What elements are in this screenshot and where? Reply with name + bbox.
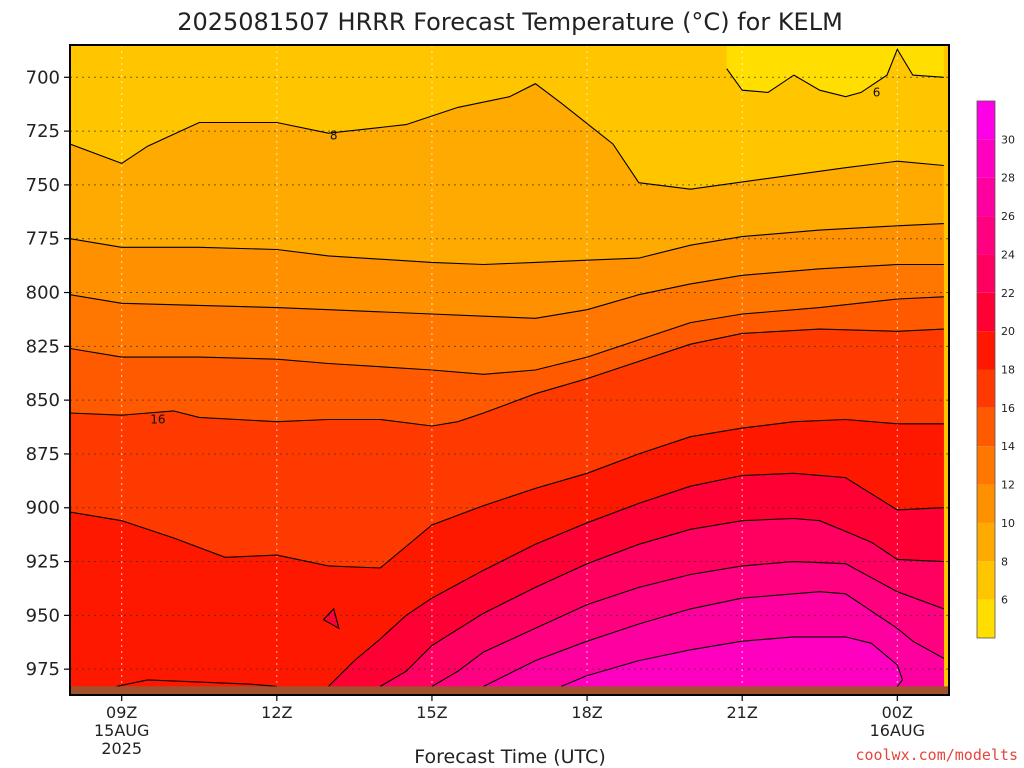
- colorbar-label-6: 6: [1001, 594, 1008, 607]
- colorbar-band-18: [977, 331, 995, 370]
- x-tick-label-21Z: 21Z: [727, 703, 758, 722]
- colorbar-label-18: 18: [1001, 364, 1015, 377]
- y-tick-label-775: 775: [26, 229, 60, 250]
- y-tick-label-700: 700: [26, 67, 60, 88]
- colorbar-band-20: [977, 292, 995, 332]
- colorbar-band-10: [977, 484, 995, 523]
- colorbar: 30 28 26 24 22 20 18 16 14 12 10 8 6: [976, 100, 1015, 639]
- colorbar-band-28: [977, 139, 995, 178]
- plot-frame: [69, 44, 950, 696]
- colorbar-band-22: [977, 254, 995, 293]
- colorbar-label-16: 16: [1001, 402, 1015, 415]
- colorbar-label-14: 14: [1001, 440, 1015, 453]
- x-tick-year-2025: 2025: [101, 739, 142, 758]
- x-tick-label-00Z: 00Z: [882, 703, 913, 722]
- ground-surface: [70, 686, 949, 695]
- colorbar-label-28: 28: [1001, 172, 1015, 185]
- y-tick-label-975: 975: [26, 659, 60, 680]
- colorbar-band-6: [977, 561, 995, 600]
- contour-fill-28: [561, 636, 903, 695]
- colorbar-band-12: [977, 446, 995, 485]
- x-tick-label-18Z: 18Z: [571, 703, 602, 722]
- colorbar-label-26: 26: [1001, 210, 1015, 223]
- colorbar-band-8: [977, 522, 995, 562]
- contour-label-6: 6: [873, 85, 881, 99]
- contour-line-28: [560, 636, 904, 687]
- colorbar-label-12: 12: [1001, 479, 1015, 492]
- contour-line-26: [483, 591, 945, 687]
- contour-line-20: [323, 607, 340, 630]
- colorbar-label-24: 24: [1001, 248, 1015, 261]
- colorbar-frame: [976, 100, 996, 639]
- contour-line-18: [70, 418, 944, 569]
- contour-line-14: [70, 296, 944, 375]
- colorbar-band-4: [977, 599, 995, 638]
- credit-text: coolwx.com/modelts: [855, 746, 1018, 764]
- contour-line-8: [70, 83, 944, 190]
- contour-line-18: [116, 679, 277, 687]
- colorbar-label-30: 30: [1001, 133, 1015, 146]
- colorbar-band-24: [977, 216, 995, 255]
- colorbar-band-16: [977, 369, 995, 408]
- y-tick-label-850: 850: [26, 390, 60, 411]
- x-tick-label-12Z: 12Z: [261, 703, 292, 722]
- x-tick-date-16AUG: 16AUG: [870, 721, 925, 740]
- y-tick-label-925: 925: [26, 552, 60, 573]
- gridlines: [70, 45, 949, 695]
- x-tick-label-15Z: 15Z: [416, 703, 447, 722]
- colorbar-label-22: 22: [1001, 287, 1015, 300]
- contour-line-12: [70, 263, 944, 319]
- colorbar-band-30: [977, 101, 995, 140]
- contour-fill-layer: [70, 45, 944, 695]
- colorbar-band-26: [977, 177, 995, 217]
- contour-line-24: [431, 561, 944, 687]
- colorbar-band-14: [977, 407, 995, 447]
- contour-fill-cold-6: [726, 45, 944, 97]
- x-axis-label: Forecast Time (UTC): [414, 746, 605, 768]
- x-tick-date-15AUG: 15AUG: [94, 721, 149, 740]
- contour-line-layer: [70, 48, 945, 687]
- contour-line-6: [726, 48, 944, 98]
- contour-line-16: [70, 328, 944, 427]
- y-tick-label-825: 825: [26, 336, 60, 357]
- chart-title: 2025081507 HRRR Forecast Temperature (°C…: [177, 8, 843, 36]
- contour-label-16: 16: [150, 413, 165, 427]
- y-tick-label-725: 725: [26, 121, 60, 142]
- surface-strip: [70, 686, 949, 695]
- contour-line-20: [328, 472, 944, 687]
- colorbar-label-8: 8: [1001, 555, 1008, 568]
- contour-labels: 6 8 16: [150, 85, 880, 426]
- x-tick-label-09Z: 09Z: [106, 703, 137, 722]
- contour-label-8: 8: [330, 128, 338, 142]
- y-tick-label-950: 950: [26, 605, 60, 626]
- y-tick-label-800: 800: [26, 283, 60, 304]
- y-tick-label-900: 900: [26, 498, 60, 519]
- y-tick-label-875: 875: [26, 444, 60, 465]
- contour-line-10: [70, 223, 944, 266]
- colorbar-label-10: 10: [1001, 517, 1015, 530]
- colorbar-label-20: 20: [1001, 325, 1015, 338]
- y-tick-label-750: 750: [26, 175, 60, 196]
- contour-line-22: [379, 517, 944, 687]
- y-axis: 700 725 750 775 800 825 850 875 900 925 950 975: [26, 67, 70, 680]
